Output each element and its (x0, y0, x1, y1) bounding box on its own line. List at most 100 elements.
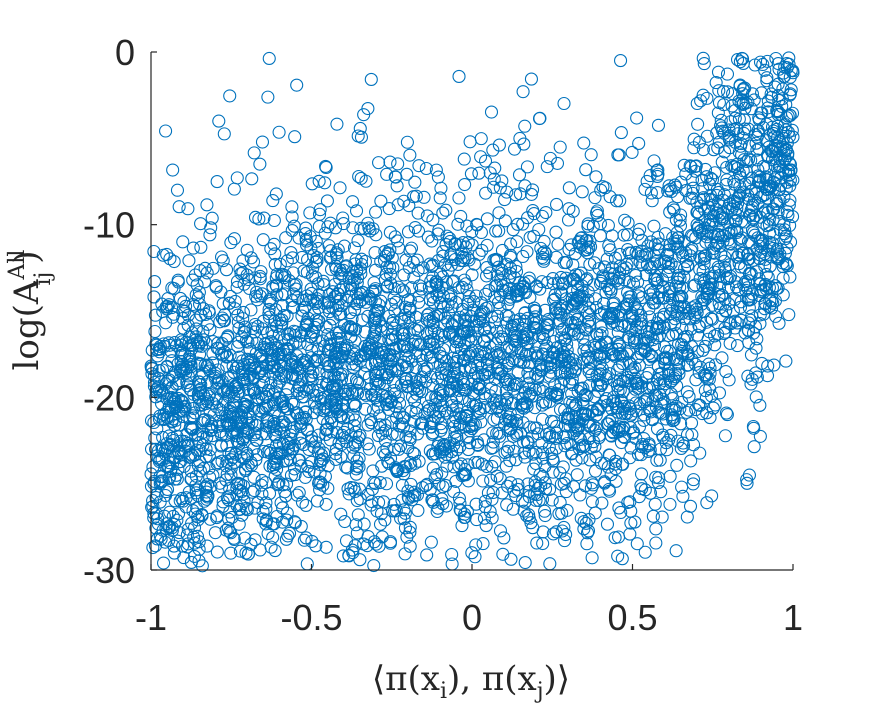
data-point (371, 429, 385, 443)
data-point (612, 148, 626, 162)
data-point (272, 436, 287, 450)
data-point (194, 240, 208, 254)
data-point (736, 83, 750, 97)
data-point (224, 417, 238, 431)
data-point (372, 495, 386, 509)
data-point (771, 77, 785, 91)
data-point (579, 163, 593, 177)
data-point (490, 269, 504, 283)
data-point (585, 551, 599, 565)
data-point (600, 517, 615, 531)
data-point (663, 238, 677, 252)
data-point (473, 382, 487, 396)
data-point (465, 238, 479, 252)
data-point (578, 479, 592, 493)
data-point (439, 203, 453, 217)
data-point (183, 349, 197, 364)
data-point (625, 407, 639, 421)
data-point (362, 289, 376, 303)
data-point (740, 281, 754, 295)
data-point (334, 507, 348, 521)
data-point (524, 187, 539, 201)
data-point (145, 362, 159, 376)
data-point (335, 367, 349, 381)
data-point (760, 219, 774, 233)
data-point (203, 323, 217, 337)
data-point (156, 430, 170, 444)
data-point (295, 495, 310, 509)
data-point (248, 501, 262, 515)
data-point (485, 492, 499, 506)
data-point (301, 337, 315, 351)
data-point (784, 83, 798, 97)
data-point (732, 112, 746, 126)
data-point (415, 480, 429, 495)
data-point (559, 271, 573, 285)
data-point (694, 252, 708, 266)
data-point (343, 306, 357, 320)
data-point (431, 170, 445, 184)
data-point (274, 359, 288, 374)
data-point (642, 401, 656, 415)
data-point (263, 292, 277, 306)
data-point (171, 275, 185, 289)
data-point (608, 349, 622, 363)
data-point (210, 457, 224, 471)
data-point (577, 352, 591, 366)
data-point (595, 496, 609, 510)
data-point (184, 383, 198, 397)
data-point (367, 535, 381, 549)
data-point (659, 351, 673, 365)
data-point (301, 422, 315, 436)
data-point (680, 358, 694, 372)
data-point (611, 325, 625, 339)
data-point (507, 333, 521, 347)
data-point (257, 444, 271, 458)
data-point (711, 227, 725, 241)
data-point (190, 529, 205, 543)
data-point (199, 489, 213, 503)
data-point (620, 406, 634, 420)
data-point (303, 206, 317, 220)
data-point (147, 476, 161, 491)
data-point (440, 229, 454, 243)
data-point (574, 511, 588, 525)
data-point (690, 195, 704, 209)
data-point (521, 366, 535, 380)
data-point (373, 517, 388, 531)
data-point (553, 495, 567, 510)
data-point (346, 195, 360, 209)
data-point (373, 476, 387, 490)
data-point (426, 378, 440, 392)
x-tick-label: -0.5 (280, 597, 342, 638)
data-point (769, 51, 783, 66)
data-point (575, 185, 589, 199)
data-point (255, 361, 269, 375)
data-point (215, 311, 229, 325)
data-point (768, 279, 782, 293)
data-point (183, 383, 197, 397)
data-point (740, 476, 754, 490)
data-point (708, 398, 722, 412)
data-point (380, 167, 394, 181)
data-point (330, 392, 344, 406)
data-point (702, 357, 716, 371)
data-point (498, 375, 512, 389)
data-point (480, 269, 494, 283)
data-point (311, 314, 325, 328)
data-point (539, 247, 553, 261)
data-point (602, 282, 616, 296)
data-point (335, 428, 349, 442)
data-point (186, 273, 200, 287)
data-point (779, 123, 793, 137)
data-point (400, 135, 414, 149)
data-point (745, 200, 759, 215)
data-point (420, 209, 434, 223)
data-point (463, 135, 477, 149)
data-point (238, 325, 252, 339)
data-point (783, 70, 797, 84)
data-point (465, 546, 479, 560)
data-point (413, 279, 427, 293)
data-point (349, 373, 363, 387)
data-point (424, 420, 438, 434)
